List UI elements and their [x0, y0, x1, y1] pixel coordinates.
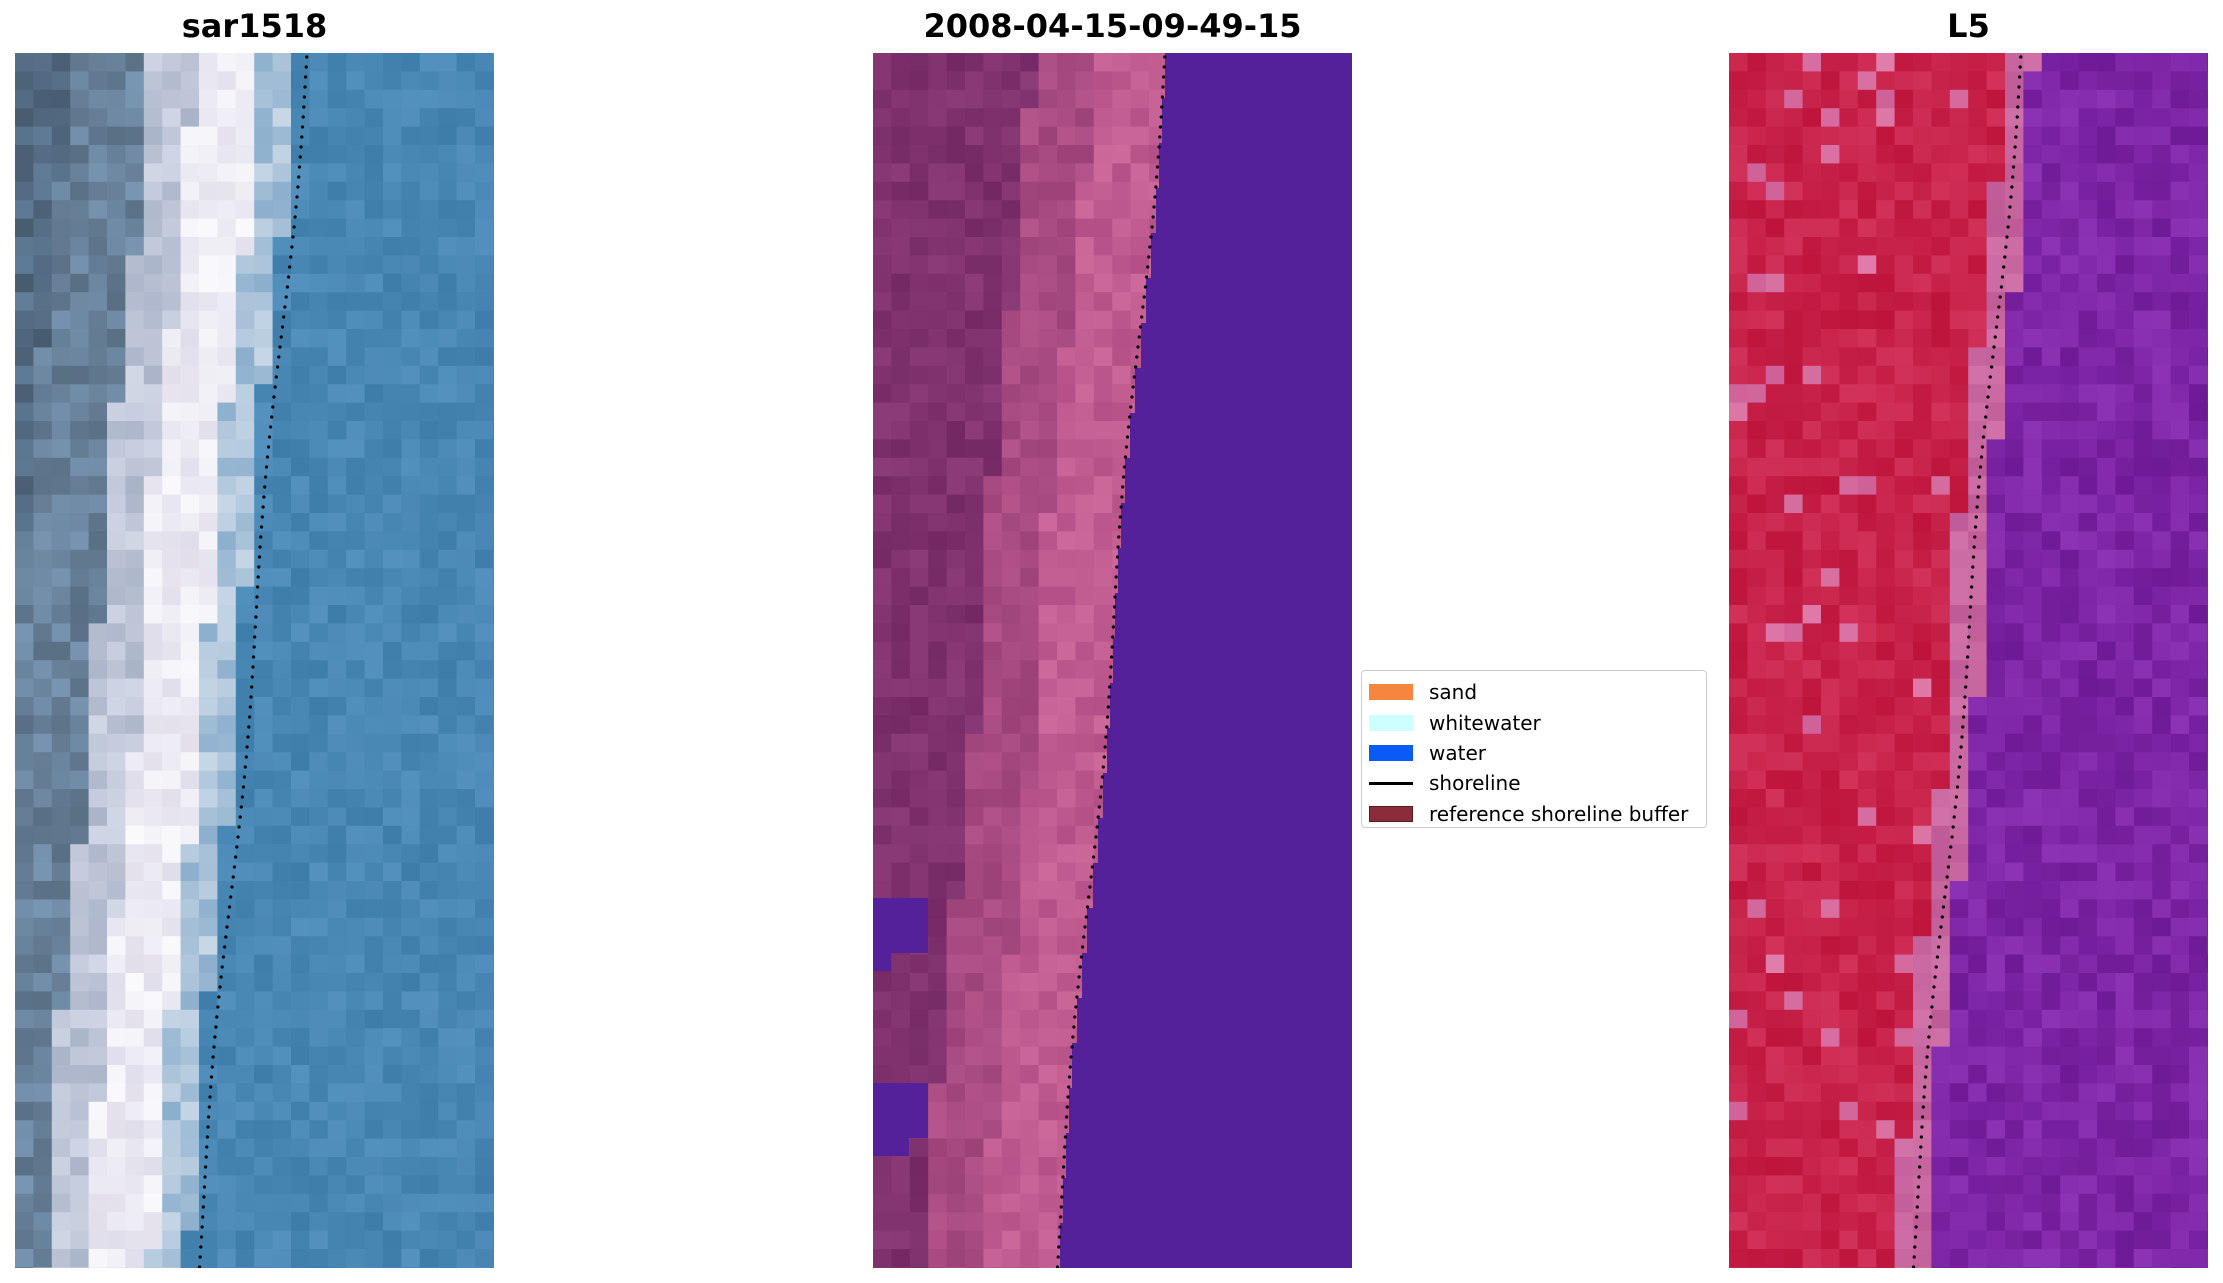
legend-swatch-whitewater	[1369, 714, 1413, 731]
legend-item-reference-buffer: reference shoreline buffer	[1362, 799, 1706, 829]
shoreline-dots-index	[1911, 55, 2023, 1268]
legend-line-shoreline	[1369, 781, 1413, 785]
panel-title-index: L5	[1947, 7, 1990, 45]
panel-title-rgb: sar1518	[181, 7, 328, 45]
legend-label-whitewater: whitewater	[1429, 710, 1541, 735]
classified-water-region	[1057, 53, 1352, 1268]
legend-swatch-sand	[1369, 684, 1413, 701]
legend-item-shoreline: shoreline	[1362, 768, 1706, 798]
legend: sand whitewater water shoreline referenc…	[1361, 670, 1707, 828]
legend-label-sand: sand	[1429, 680, 1478, 705]
legend-label-reference-buffer: reference shoreline buffer	[1429, 801, 1689, 826]
classified-image	[873, 53, 1352, 1268]
index-image	[1729, 53, 2208, 1268]
satellite-rgb-image	[15, 53, 494, 1268]
legend-item-water: water	[1362, 738, 1706, 768]
shoreline-dots-rgb	[197, 55, 309, 1268]
legend-swatch-water	[1369, 744, 1413, 761]
shoreline-dots-classified	[1055, 55, 1167, 1268]
legend-item-whitewater: whitewater	[1362, 707, 1706, 737]
legend-swatch-reference-buffer	[1369, 805, 1413, 822]
legend-label-shoreline: shoreline	[1429, 771, 1521, 796]
legend-item-sand: sand	[1362, 677, 1706, 707]
panel-title-classified: 2008-04-15-09-49-15	[923, 7, 1302, 45]
legend-label-water: water	[1429, 740, 1486, 765]
